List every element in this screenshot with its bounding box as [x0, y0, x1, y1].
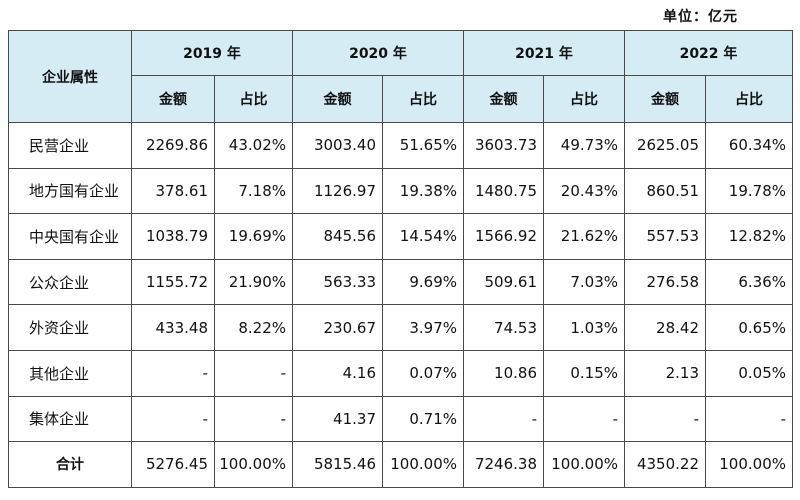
amount-cell: 276.58	[624, 258, 706, 306]
amount-cell: 10.86	[463, 349, 544, 397]
header-share: 占比	[543, 75, 625, 123]
share-cell: 8.22%	[214, 304, 293, 351]
amount-cell: 3603.73	[463, 122, 544, 169]
share-cell: 7.18%	[214, 167, 293, 215]
table-row: 集体企业 - -41.37 0.71% - - - -	[8, 395, 793, 443]
share-cell: 6.36%	[705, 258, 793, 306]
share-cell: 0.05%	[705, 349, 793, 397]
amount-cell: 2.13	[624, 349, 706, 397]
header-year: 2021 年	[463, 30, 625, 76]
amount-cell: 28.42	[624, 304, 706, 351]
table-row: 中央国有企业 1038.79 19.69% 845.56 14.54% 1566.92 21…	[8, 213, 793, 260]
header-share: 占比	[214, 75, 293, 123]
header-attr: 企业属性	[8, 30, 132, 123]
amount-cell: 1155.72	[131, 258, 215, 306]
row-label: 合计	[8, 441, 132, 488]
share-cell: 43.02%	[214, 122, 293, 169]
amount-cell: 1480.75	[463, 167, 544, 215]
amount-cell: 230.67	[292, 304, 383, 351]
amount-cell: 378.61	[131, 167, 215, 215]
table-header: 企业属性 2019 年 2020 年 2021 年 2022 年 金额 占比 金…	[8, 30, 793, 123]
amount-cell: 1566.92	[463, 213, 544, 260]
amount-cell: -	[131, 395, 215, 443]
share-cell: 0.07%	[382, 349, 464, 397]
amount-cell: 3003.40	[292, 122, 383, 169]
share-cell: 21.62%	[543, 213, 625, 260]
share-cell: 14.54%	[382, 213, 464, 260]
share-cell: 20.43%	[543, 167, 625, 215]
share-cell: 21.90%	[214, 258, 293, 306]
data-table: 企业属性 2019 年 2020 年 2021 年 2022 年 金额 占比 金…	[8, 30, 793, 488]
share-cell: 100.00%	[214, 441, 293, 488]
amount-cell: 845.56	[292, 213, 383, 260]
amount-cell: 7246.38	[463, 441, 544, 488]
amount-cell: 5276.45	[131, 441, 215, 488]
row-label: 其他企业	[8, 349, 132, 397]
header-amount: 金额	[292, 75, 383, 123]
share-cell: 19.78%	[705, 167, 793, 215]
share-cell: 49.73%	[543, 122, 625, 169]
amount-cell: -	[131, 349, 215, 397]
amount-cell: 563.33	[292, 258, 383, 306]
amount-cell: 433.48	[131, 304, 215, 351]
row-label: 集体企业	[8, 395, 132, 443]
amount-cell: 4350.22	[624, 441, 706, 488]
share-cell: 100.00%	[382, 441, 464, 488]
table-row: 公众企业 1155.72 21.90% 563.33 9.69% 509.61 7.03% 2…	[8, 258, 793, 306]
amount-cell: 860.51	[624, 167, 706, 215]
header-share: 占比	[705, 75, 793, 123]
share-cell: 51.65%	[382, 122, 464, 169]
share-cell: 19.38%	[382, 167, 464, 215]
share-cell: -	[214, 395, 293, 443]
share-cell: -	[705, 395, 793, 443]
amount-cell: 1126.97	[292, 167, 383, 215]
amount-cell: -	[463, 395, 544, 443]
share-cell: 60.34%	[705, 122, 793, 169]
row-label: 中央国有企业	[8, 213, 132, 260]
table-row: 其他企业 - -4.16 0.07% 10.86 0.15% 2.13 0.05%	[8, 349, 793, 397]
share-cell: 100.00%	[543, 441, 625, 488]
share-cell: 7.03%	[543, 258, 625, 306]
share-cell: 0.15%	[543, 349, 625, 397]
share-cell: 19.69%	[214, 213, 293, 260]
amount-cell: 5815.46	[292, 441, 383, 488]
header-amount: 金额	[131, 75, 215, 123]
header-year: 2022 年	[624, 30, 793, 76]
amount-cell: 4.16	[292, 349, 383, 397]
row-label: 外资企业	[8, 304, 132, 351]
header-amount: 金额	[624, 75, 706, 123]
amount-cell: 41.37	[292, 395, 383, 443]
amount-cell: 1038.79	[131, 213, 215, 260]
share-cell: 0.65%	[705, 304, 793, 351]
share-cell: 1.03%	[543, 304, 625, 351]
amount-cell: 2269.86	[131, 122, 215, 169]
table-body: 民营企业 2269.86 43.02% 3003.40 51.65% 3603.73 49.…	[8, 122, 793, 488]
share-cell: 12.82%	[705, 213, 793, 260]
table-row: 民营企业 2269.86 43.02% 3003.40 51.65% 3603.73 49.…	[8, 122, 793, 169]
table-row: 地方国有企业 378.61 7.18% 1126.97 19.38% 1480.75 20.…	[8, 167, 793, 215]
header-year: 2019 年	[131, 30, 293, 76]
amount-cell: -	[624, 395, 706, 443]
header-amount: 金额	[463, 75, 544, 123]
share-cell: 3.97%	[382, 304, 464, 351]
share-cell: 9.69%	[382, 258, 464, 306]
row-label: 民营企业	[8, 122, 132, 169]
table-row: 外资企业 433.48 8.22% 230.67 3.97% 74.53 1.03% 28.4…	[8, 304, 793, 351]
amount-cell: 74.53	[463, 304, 544, 351]
amount-cell: 2625.05	[624, 122, 706, 169]
share-cell: 100.00%	[705, 441, 793, 488]
amount-cell: 557.53	[624, 213, 706, 260]
total-row: 合计 5276.45 100.00% 5815.46 100.00% 7246.38 100…	[8, 441, 793, 488]
share-cell: 0.71%	[382, 395, 464, 443]
share-cell: -	[543, 395, 625, 443]
amount-cell: 509.61	[463, 258, 544, 306]
header-year: 2020 年	[292, 30, 464, 76]
row-label: 公众企业	[8, 258, 132, 306]
header-share: 占比	[382, 75, 464, 123]
share-cell: -	[214, 349, 293, 397]
row-label: 地方国有企业	[8, 167, 132, 215]
unit-label: 单位：亿元	[663, 9, 738, 25]
